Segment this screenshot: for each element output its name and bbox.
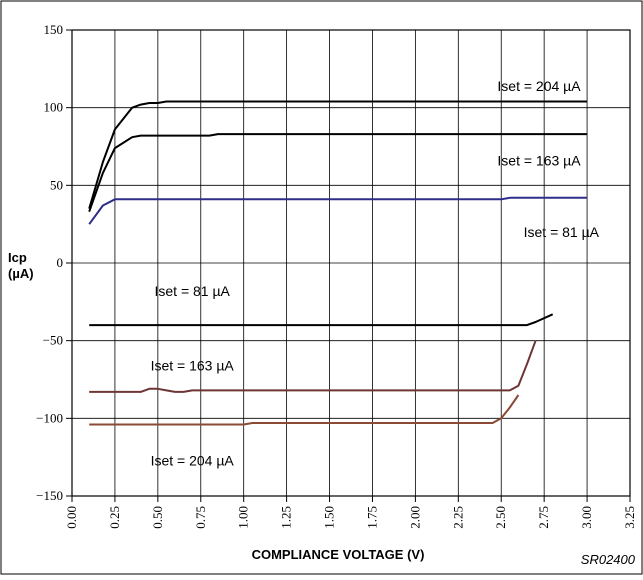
y-tick-label: −100 xyxy=(36,410,63,425)
x-tick-label: 1.50 xyxy=(322,506,337,529)
x-tick-label: 0.00 xyxy=(64,506,79,529)
series-annotation: Iset = 81 µA xyxy=(154,283,230,299)
series-annotation: Iset = 204 µA xyxy=(497,78,581,94)
y-tick-label: −150 xyxy=(36,488,63,503)
y-tick-label: 150 xyxy=(44,22,64,37)
x-tick-labels: 0.00 0.25 0.50 0.75 1.00 1.25 1.50 1.75 2.00 2.25… xyxy=(64,496,637,529)
series-line-6 xyxy=(89,394,520,426)
x-tick-label: 3.00 xyxy=(579,506,594,529)
series-annotations: Iset = 204 µA Iset = 163 µA Iset = 81 µA Is… xyxy=(151,78,600,468)
grid xyxy=(71,29,631,497)
y-tick-label: 50 xyxy=(50,177,63,192)
x-tick-label: 1.75 xyxy=(364,506,379,529)
x-tick-label: 1.00 xyxy=(236,506,251,529)
series-annotation: Iset = 163 µA xyxy=(497,152,581,168)
series-line-2 xyxy=(88,133,588,213)
x-tick-label: 1.25 xyxy=(279,506,294,529)
y-tick-labels: 150 100 50 0 −50 −100 −150 xyxy=(36,22,72,503)
series-line-1 xyxy=(88,100,588,209)
series-group xyxy=(88,100,588,426)
y-tick-label: −50 xyxy=(43,333,63,348)
x-axis-label: COMPLIANCE VOLTAGE (V) xyxy=(252,547,425,562)
series-annotation: Iset = 204 µA xyxy=(151,452,235,468)
x-tick-label: 3.25 xyxy=(622,506,637,529)
x-tick-label: 2.00 xyxy=(407,506,422,529)
figure-code: SR02400 xyxy=(581,552,636,567)
y-tick-label: 100 xyxy=(44,100,64,115)
series-line-5 xyxy=(89,340,537,393)
y-axis-label-line2: (µA) xyxy=(8,266,34,281)
y-axis-label-line1: Icp xyxy=(8,250,27,265)
y-tick-label: 0 xyxy=(57,255,64,270)
x-tick-label: 0.75 xyxy=(193,506,208,529)
x-tick-label: 2.75 xyxy=(536,506,551,529)
x-tick-label: 0.50 xyxy=(150,506,165,529)
x-tick-label: 2.50 xyxy=(493,506,508,529)
x-tick-label: 0.25 xyxy=(107,506,122,529)
x-tick-label: 2.25 xyxy=(450,506,465,529)
series-annotation: Iset = 163 µA xyxy=(151,358,235,374)
series-line-3 xyxy=(88,196,588,225)
series-line-4 xyxy=(89,313,554,327)
series-annotation: Iset = 81 µA xyxy=(524,224,600,240)
